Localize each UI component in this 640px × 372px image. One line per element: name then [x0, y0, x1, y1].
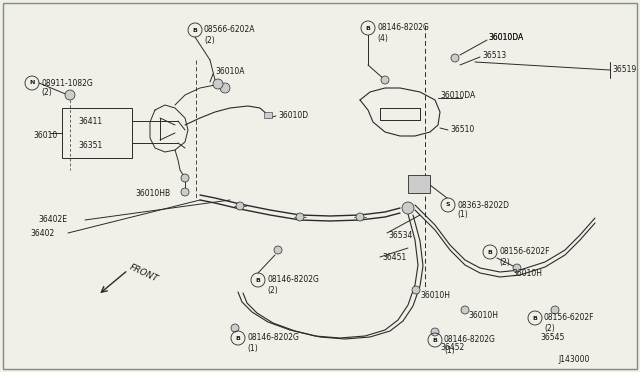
Circle shape: [220, 83, 230, 93]
Bar: [264, 112, 272, 118]
Text: (2): (2): [544, 324, 555, 333]
Circle shape: [451, 54, 459, 62]
Text: 36402: 36402: [30, 228, 54, 237]
Text: (1): (1): [444, 346, 455, 355]
Text: B: B: [433, 337, 437, 343]
Text: (2): (2): [204, 35, 215, 45]
Circle shape: [551, 306, 559, 314]
Text: 36010H: 36010H: [512, 269, 542, 279]
Text: B: B: [255, 278, 260, 282]
Circle shape: [412, 286, 420, 294]
Circle shape: [236, 202, 244, 210]
Text: 36010HB: 36010HB: [135, 189, 170, 198]
Text: 36402E: 36402E: [38, 215, 67, 224]
Text: FRONT: FRONT: [128, 263, 160, 284]
Circle shape: [213, 79, 223, 89]
Text: J143000: J143000: [558, 356, 589, 365]
Text: 08146-8202G: 08146-8202G: [267, 276, 319, 285]
Text: 36010D: 36010D: [278, 110, 308, 119]
Text: B: B: [532, 315, 538, 321]
Circle shape: [513, 264, 521, 272]
Text: 08363-8202D: 08363-8202D: [457, 201, 509, 209]
Text: 36534: 36534: [388, 231, 412, 240]
Text: (4): (4): [377, 33, 388, 42]
Text: 36010DA: 36010DA: [488, 33, 524, 42]
Text: 36010: 36010: [33, 131, 57, 140]
Text: 36513: 36513: [482, 51, 506, 60]
Circle shape: [381, 76, 389, 84]
Circle shape: [296, 213, 304, 221]
Bar: [408, 175, 430, 193]
Text: (2): (2): [499, 257, 509, 266]
Circle shape: [431, 328, 439, 336]
Bar: [62, 108, 132, 158]
Circle shape: [181, 188, 189, 196]
Text: 36510: 36510: [450, 125, 474, 135]
Text: 36411: 36411: [78, 118, 102, 126]
Circle shape: [181, 174, 189, 182]
Text: 08146-8202G: 08146-8202G: [247, 334, 299, 343]
Text: 08156-6202F: 08156-6202F: [544, 314, 595, 323]
Circle shape: [274, 246, 282, 254]
Text: 08146-8202G: 08146-8202G: [377, 23, 429, 32]
Text: 36010A: 36010A: [215, 67, 244, 77]
Text: 08156-6202F: 08156-6202F: [499, 247, 550, 257]
Text: (2): (2): [267, 285, 278, 295]
Text: B: B: [236, 336, 241, 340]
Text: 36451: 36451: [382, 253, 406, 263]
Circle shape: [461, 306, 469, 314]
Text: 36351: 36351: [78, 141, 102, 150]
Text: 36010DA: 36010DA: [488, 33, 524, 42]
Text: B: B: [365, 26, 371, 31]
Text: 08146-8202G: 08146-8202G: [444, 336, 496, 344]
Text: 36010H: 36010H: [468, 311, 498, 321]
Circle shape: [65, 90, 75, 100]
Text: (1): (1): [457, 211, 468, 219]
Circle shape: [402, 202, 414, 214]
Text: 08911-1082G: 08911-1082G: [41, 78, 93, 87]
Text: B: B: [193, 28, 197, 32]
Text: N: N: [29, 80, 35, 86]
Text: 36545: 36545: [540, 334, 564, 343]
Text: (1): (1): [247, 343, 258, 353]
Text: (2): (2): [41, 87, 52, 96]
Text: 08566-6202A: 08566-6202A: [204, 26, 255, 35]
Text: 36452: 36452: [440, 343, 464, 353]
Text: S: S: [445, 202, 451, 208]
Text: 36010H: 36010H: [420, 292, 450, 301]
Circle shape: [231, 324, 239, 332]
Text: 36010DA: 36010DA: [440, 90, 476, 99]
Text: 36519: 36519: [612, 65, 636, 74]
Text: B: B: [488, 250, 492, 254]
Circle shape: [356, 213, 364, 221]
